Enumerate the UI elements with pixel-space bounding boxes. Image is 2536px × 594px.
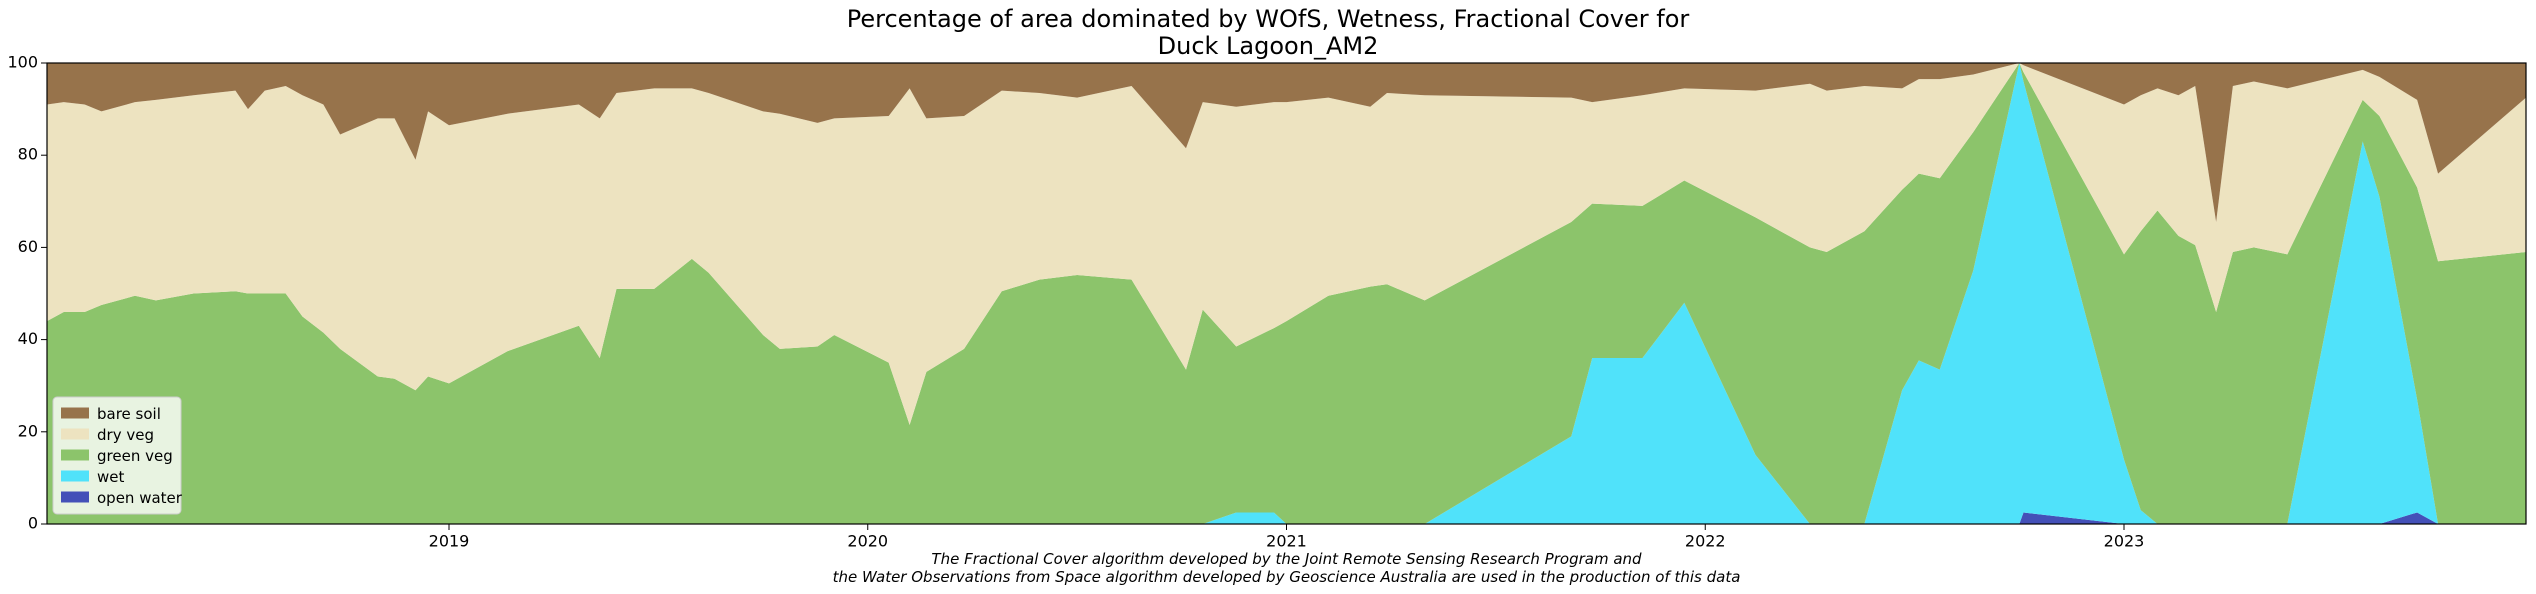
area (47, 63, 2526, 524)
legend-swatch (61, 491, 89, 503)
legend-swatch (61, 407, 89, 419)
area (47, 63, 2526, 223)
y-tick-label: 20 (18, 421, 38, 440)
legend-swatch (61, 470, 89, 482)
legend-label: open water (97, 489, 183, 507)
area (47, 512, 2526, 524)
area (47, 63, 2526, 524)
x-tick-label: 2023 (2104, 532, 2145, 551)
x-tick-label: 2020 (847, 532, 888, 551)
footnote: The Fractional Cover algorithm developed… (832, 550, 1741, 586)
legend-swatch (61, 428, 89, 440)
chart-title: Percentage of area dominated by WOfS, We… (846, 5, 1690, 60)
area (47, 63, 2526, 425)
y-tick-label: 0 (28, 514, 38, 533)
x-tick-label: 2019 (429, 532, 470, 551)
legend-box (52, 396, 182, 515)
x-tick-label: 2021 (1266, 532, 1307, 551)
legend-label: green veg (97, 447, 173, 465)
legend-label: dry veg (97, 426, 154, 444)
y-tick-label: 80 (18, 145, 38, 164)
y-tick-label: 60 (18, 237, 38, 256)
legend-label: bare soil (97, 405, 161, 423)
y-tick-label: 100 (7, 53, 38, 72)
x-tick-label: 2022 (1685, 532, 1726, 551)
legend-swatch (61, 449, 89, 461)
y-tick-label: 40 (18, 329, 38, 348)
legend-label: wet (97, 468, 124, 486)
